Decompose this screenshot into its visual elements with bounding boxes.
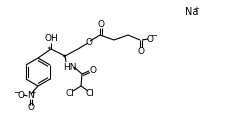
Text: −: − [14,88,20,97]
Text: Cl: Cl [86,88,94,97]
Text: N: N [27,92,33,101]
Text: O: O [86,38,92,46]
Text: ∗: ∗ [47,46,51,51]
Text: Na: Na [185,7,198,17]
Text: O: O [97,19,104,29]
Text: O: O [90,66,97,74]
Text: +: + [30,90,36,96]
Text: +: + [193,6,199,12]
Text: O: O [146,34,153,44]
Text: O: O [27,102,34,111]
Text: O: O [137,46,144,55]
Text: Cl: Cl [65,88,74,97]
Text: HN: HN [63,62,77,72]
Text: ∗: ∗ [61,54,66,59]
Text: −: − [151,32,158,40]
Text: OH: OH [44,33,58,43]
Text: O: O [18,90,25,100]
